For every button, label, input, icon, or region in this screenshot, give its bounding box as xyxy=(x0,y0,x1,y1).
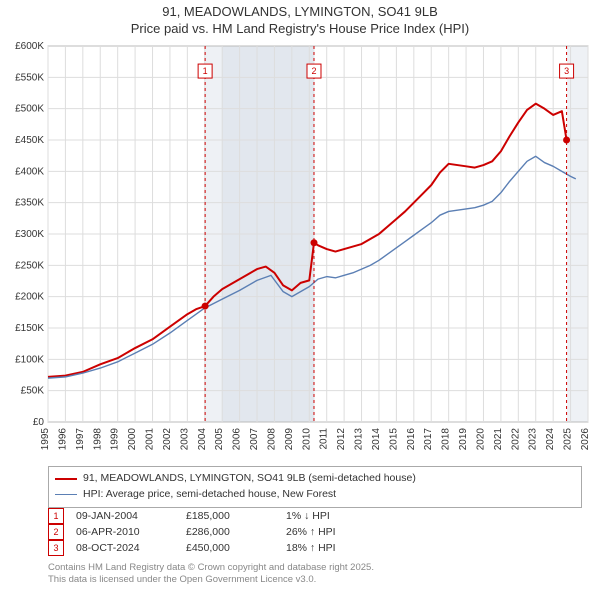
x-tick-label: 2010 xyxy=(301,428,312,451)
x-tick-label: 2017 xyxy=(423,428,434,451)
license-line2: This data is licensed under the Open Gov… xyxy=(48,574,316,585)
x-tick-label: 2013 xyxy=(354,428,365,451)
chart-title: 91, MEADOWLANDS, LYMINGTON, SO41 9LB Pri… xyxy=(0,0,600,38)
legend-swatch xyxy=(55,478,77,480)
sales-price: £450,000 xyxy=(186,542,286,554)
x-tick-label: 1997 xyxy=(75,428,86,451)
x-tick-label: 2022 xyxy=(510,428,521,451)
x-tick-label: 2011 xyxy=(319,428,330,450)
legend-label: 91, MEADOWLANDS, LYMINGTON, SO41 9LB (se… xyxy=(83,471,416,487)
license-text: Contains HM Land Registry data © Crown c… xyxy=(48,562,374,587)
x-tick-label: 2001 xyxy=(145,428,156,451)
legend-row: 91, MEADOWLANDS, LYMINGTON, SO41 9LB (se… xyxy=(55,471,575,487)
title-line1: 91, MEADOWLANDS, LYMINGTON, SO41 9LB xyxy=(162,4,438,19)
title-line2: Price paid vs. HM Land Registry's House … xyxy=(131,21,469,36)
x-tick-label: 2016 xyxy=(406,428,417,451)
sales-row: 2 06-APR-2010£286,00026% ↑ HPI xyxy=(48,524,336,540)
x-tick-label: 2008 xyxy=(266,428,277,451)
sale-marker-number: 3 xyxy=(564,66,569,76)
legend-row: HPI: Average price, semi-detached house,… xyxy=(55,487,575,503)
y-tick-label: £500K xyxy=(15,104,44,115)
x-tick-label: 2006 xyxy=(232,428,243,451)
sales-date: 09-JAN-2004 xyxy=(76,510,186,522)
sales-price: £286,000 xyxy=(186,526,286,538)
legend-label: HPI: Average price, semi-detached house,… xyxy=(83,487,336,503)
sales-marker-icon: 1 xyxy=(48,508,64,524)
x-tick-label: 1995 xyxy=(40,428,51,451)
y-tick-label: £600K xyxy=(15,41,44,52)
x-tick-label: 2005 xyxy=(214,428,225,451)
x-tick-label: 2015 xyxy=(388,428,399,451)
sales-row: 1 09-JAN-2004£185,0001% ↓ HPI xyxy=(48,508,336,524)
x-tick-label: 2021 xyxy=(493,428,504,451)
x-tick-label: 2012 xyxy=(336,428,347,451)
x-tick-label: 2023 xyxy=(528,428,539,451)
x-tick-label: 2019 xyxy=(458,428,469,451)
x-tick-label: 2018 xyxy=(441,428,452,451)
y-tick-label: £150K xyxy=(15,323,44,334)
sales-diff: 26% ↑ HPI xyxy=(286,526,336,538)
x-tick-label: 2007 xyxy=(249,428,260,451)
chart-plot: £0 £50K £100K £150K £200K £250K £300K £350K £400… xyxy=(0,40,600,470)
y-tick-label: £300K xyxy=(15,229,44,240)
y-tick-label: £400K xyxy=(15,166,44,177)
y-tick-label: £250K xyxy=(15,260,44,271)
sales-marker-icon: 3 xyxy=(48,540,64,556)
license-line1: Contains HM Land Registry data © Crown c… xyxy=(48,562,374,573)
y-tick-label: £0 xyxy=(33,417,45,428)
x-tick-label: 2003 xyxy=(179,428,190,451)
sales-row: 3 08-OCT-2024£450,00018% ↑ HPI xyxy=(48,540,336,556)
x-tick-label: 2014 xyxy=(371,428,382,451)
y-tick-label: £550K xyxy=(15,72,44,83)
y-tick-label: £350K xyxy=(15,198,44,209)
y-tick-label: £100K xyxy=(15,354,44,365)
sales-marker-icon: 2 xyxy=(48,524,64,540)
x-tick-label: 2025 xyxy=(563,428,574,451)
sales-diff: 1% ↓ HPI xyxy=(286,510,330,522)
x-tick-label: 2002 xyxy=(162,428,173,451)
x-tick-label: 1998 xyxy=(92,428,103,451)
y-tick-label: £200K xyxy=(15,292,44,303)
sale-marker-number: 1 xyxy=(203,66,208,76)
x-tick-label: 2009 xyxy=(284,428,295,451)
x-tick-label: 1996 xyxy=(57,428,68,451)
y-tick-label: £50K xyxy=(21,386,45,397)
x-tick-label: 2020 xyxy=(475,428,486,451)
sale-marker-dot xyxy=(310,239,317,246)
legend: 91, MEADOWLANDS, LYMINGTON, SO41 9LB (se… xyxy=(48,466,582,508)
sales-date: 06-APR-2010 xyxy=(76,526,186,538)
y-tick-label: £450K xyxy=(15,135,44,146)
sale-marker-dot xyxy=(202,303,209,310)
legend-swatch xyxy=(55,494,77,495)
x-tick-label: 1999 xyxy=(110,428,121,451)
sales-date: 08-OCT-2024 xyxy=(76,542,186,554)
sale-marker-dot xyxy=(563,137,570,144)
x-tick-label: 2024 xyxy=(545,428,556,451)
sales-diff: 18% ↑ HPI xyxy=(286,542,336,554)
x-tick-label: 2000 xyxy=(127,428,138,451)
sales-price: £185,000 xyxy=(186,510,286,522)
sales-table: 1 09-JAN-2004£185,0001% ↓ HPI 2 06-APR-2010… xyxy=(48,508,336,556)
x-tick-label: 2026 xyxy=(580,428,591,451)
x-tick-label: 2004 xyxy=(197,428,208,451)
sale-marker-number: 2 xyxy=(311,66,316,76)
